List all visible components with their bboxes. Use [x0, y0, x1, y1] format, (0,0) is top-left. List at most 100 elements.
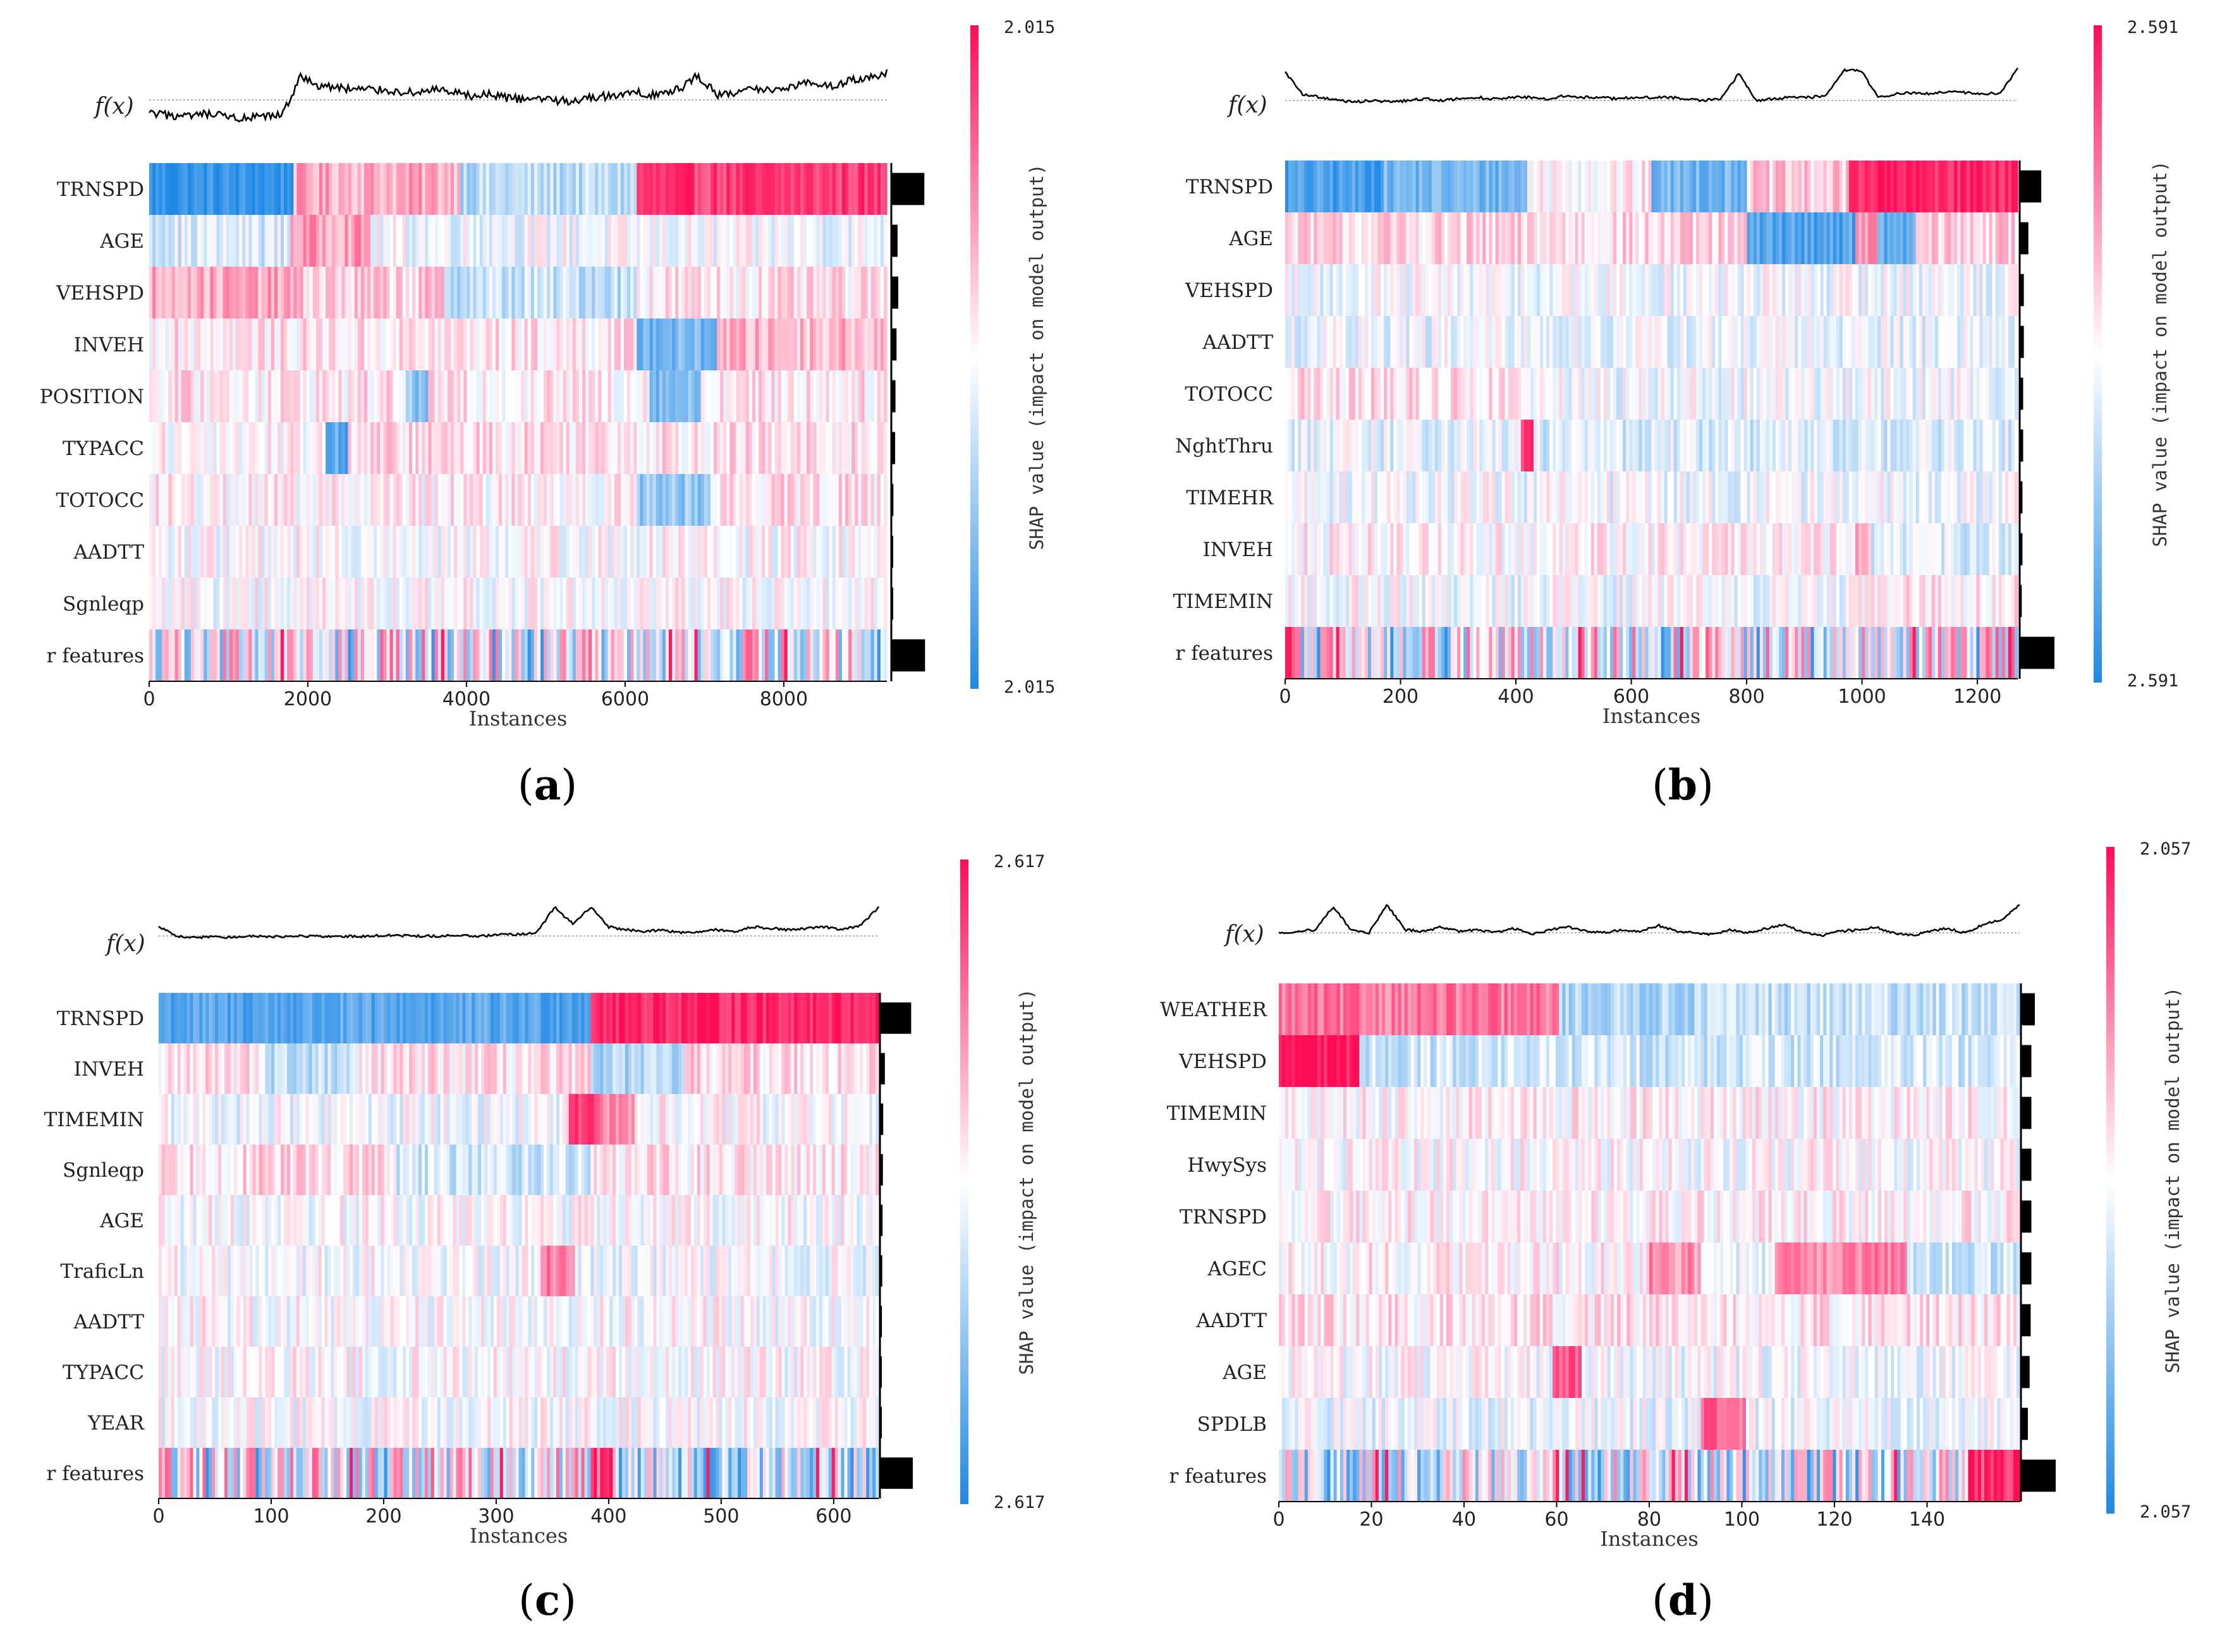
heatmap-cell	[412, 215, 416, 267]
heatmap-cell	[1546, 264, 1550, 317]
heatmap-cell	[178, 370, 182, 423]
heatmap-cell	[739, 370, 743, 423]
heatmap-cell	[1791, 161, 1795, 213]
heatmap-cell	[790, 215, 795, 267]
heatmap-cell	[1954, 212, 1958, 265]
heatmap-cell	[1530, 471, 1534, 524]
heatmap-cell	[530, 578, 535, 630]
heatmap-cell	[559, 215, 564, 267]
heatmap-cell	[1728, 316, 1732, 368]
heatmap-cell	[1467, 264, 1470, 317]
heatmap-cell	[575, 474, 580, 526]
heatmap-cell	[1912, 161, 1917, 213]
heatmap-cell	[156, 319, 159, 371]
heatmap-cell	[656, 422, 660, 475]
heatmap-cell	[508, 215, 512, 267]
heatmap-cell	[1352, 471, 1356, 524]
heatmap-cell	[1476, 161, 1480, 213]
heatmap-cell	[704, 215, 708, 267]
heatmap-cell	[518, 319, 522, 371]
heatmap-cell	[803, 215, 807, 267]
heatmap-cell	[717, 163, 721, 216]
heatmap-cell	[300, 422, 304, 475]
heatmap-cell	[714, 474, 717, 526]
heatmap-cell	[527, 422, 532, 475]
heatmap-cell	[2011, 420, 2015, 472]
heatmap-cell	[1381, 316, 1384, 368]
heatmap-cell	[1425, 627, 1429, 679]
heatmap-cell	[293, 422, 297, 475]
heatmap-cell	[788, 993, 791, 1044]
heatmap-cell	[380, 578, 384, 630]
heatmap-cell	[768, 215, 772, 267]
heatmap-cell	[662, 474, 666, 526]
heatmap-cell	[637, 526, 640, 578]
heatmap-cell	[1823, 523, 1828, 576]
heatmap-cell	[1967, 161, 1971, 213]
heatmap-cell	[418, 370, 422, 423]
heatmap-cell	[1403, 575, 1407, 628]
heatmap-cell	[1893, 575, 1898, 628]
heatmap-cell	[415, 526, 419, 578]
heatmap-cell	[1597, 523, 1601, 576]
heatmap-cell	[1587, 523, 1592, 576]
heatmap-cell	[864, 319, 869, 371]
heatmap-cell	[1437, 368, 1442, 420]
heatmap-cell	[1769, 264, 1773, 317]
heatmap-cell	[1606, 627, 1611, 679]
heatmap-cell	[572, 578, 577, 630]
heatmap-cell	[281, 215, 284, 267]
heatmap-cell	[226, 526, 230, 578]
heatmap-cell	[1441, 627, 1445, 679]
heatmap-cell	[1906, 420, 1910, 472]
heatmap-cell	[495, 215, 499, 267]
heatmap-cell	[838, 163, 843, 216]
heatmap-cell	[1590, 575, 1595, 628]
heatmap-cell	[505, 578, 509, 630]
heatmap-cell	[1664, 575, 1668, 628]
heatmap-cell	[377, 215, 381, 267]
heatmap-cell	[210, 370, 214, 423]
heatmap-cell	[1957, 523, 1961, 576]
heatmap-cell	[271, 993, 275, 1044]
heatmap-cell	[267, 319, 272, 371]
heatmap-cell	[1568, 471, 1573, 524]
heatmap-cell	[210, 422, 214, 475]
heatmap-cell	[190, 1043, 194, 1095]
heatmap-cell	[156, 578, 159, 630]
heatmap-cell	[816, 267, 821, 319]
heatmap-cell	[299, 993, 303, 1044]
heatmap-cell	[441, 370, 445, 423]
feature-label: TYPACC	[63, 437, 144, 460]
heatmap-cell	[1654, 264, 1659, 317]
heatmap-cell	[832, 629, 836, 682]
heatmap-cell	[1553, 368, 1556, 420]
heatmap-cell	[647, 993, 651, 1044]
heatmap-cell	[646, 422, 650, 475]
heatmap-cell	[1890, 420, 1895, 472]
heatmap-cell	[226, 163, 230, 216]
heatmap-cell	[755, 629, 759, 682]
heatmap-cell	[729, 422, 734, 475]
heatmap-cell	[165, 163, 169, 216]
heatmap-cell	[1795, 368, 1798, 420]
heatmap-cell	[210, 267, 214, 319]
heatmap-cell	[213, 370, 217, 423]
heatmap-cell	[1676, 264, 1681, 317]
heatmap-cell	[1881, 627, 1884, 679]
heatmap-cell	[1530, 368, 1534, 420]
heatmap-cell	[1549, 368, 1553, 420]
heatmap-cell	[822, 163, 827, 216]
heatmap-cell	[1562, 264, 1566, 317]
heatmap-cell	[1434, 471, 1439, 524]
heatmap-cell	[1603, 523, 1608, 576]
heatmap-cell	[396, 422, 400, 475]
panel-label: (b)	[1652, 760, 1714, 810]
heatmap-cell	[1686, 264, 1690, 317]
heatmap-cell	[1406, 471, 1410, 524]
heatmap-cell	[1686, 368, 1690, 420]
heatmap-cell	[197, 319, 201, 371]
heatmap-cell	[245, 267, 249, 319]
heatmap-cell	[1667, 627, 1671, 679]
heatmap-cell	[1520, 523, 1525, 576]
